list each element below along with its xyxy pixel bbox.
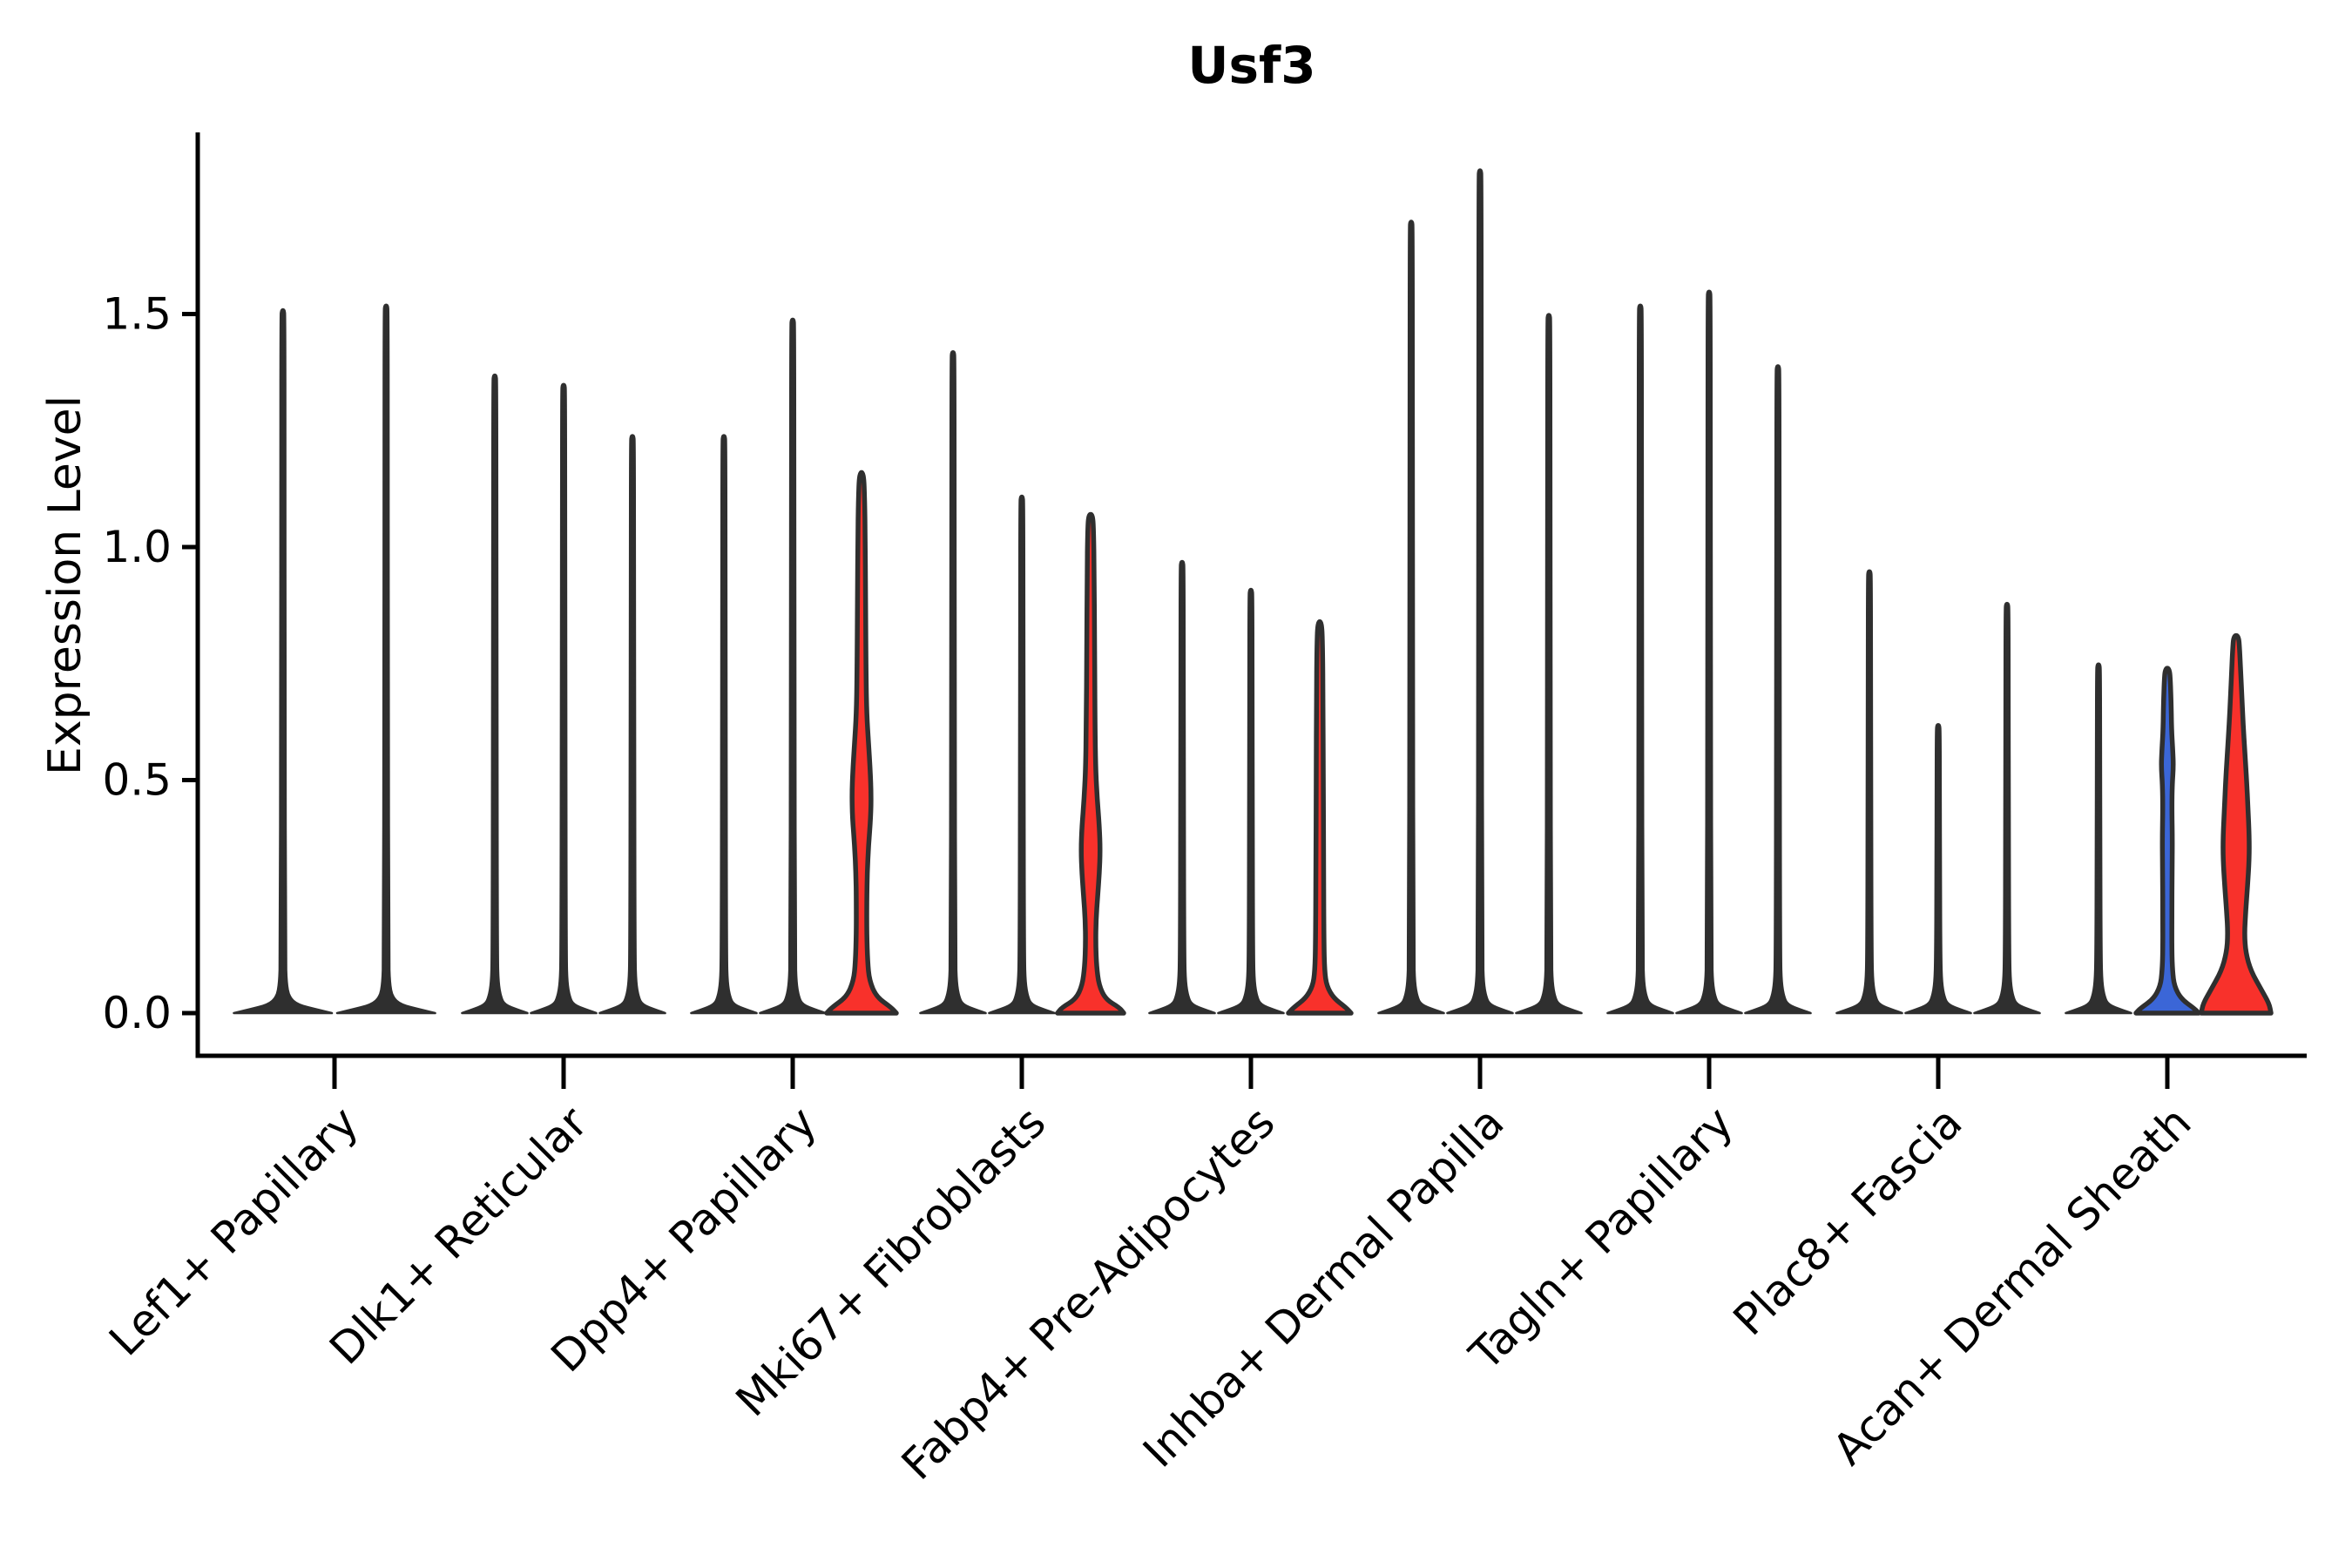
x-tick-label: Lef1+ Papillary — [99, 1097, 368, 1365]
violin-tagln-papillary-1 — [1606, 303, 1674, 1015]
violin-fabp4-pre-adipocytes-1 — [1148, 559, 1216, 1015]
violin-dpp4-papillary-2 — [759, 317, 827, 1015]
violin-plac8-fascia-1 — [1835, 569, 1903, 1015]
violin-inhba-dermal-papilla-1 — [1377, 220, 1445, 1015]
violin-lef1-papillary-2 — [335, 303, 436, 1015]
violin-dpp4-papillary-1 — [690, 434, 758, 1015]
violin-dpp4-papillary-3 — [824, 470, 899, 1016]
violin-mki67-fibroblasts-1 — [919, 350, 987, 1015]
y-tick-label: 1.0 — [102, 522, 172, 572]
violin-inhba-dermal-papilla-2 — [1446, 168, 1514, 1015]
violin-mki67-fibroblasts-2 — [988, 494, 1056, 1015]
violin-dlk1-reticular-1 — [461, 373, 529, 1015]
y-tick-label: 0.0 — [102, 988, 172, 1038]
violin-acan-dermal-sheath-1 — [2065, 662, 2132, 1015]
violin-mki67-fibroblasts-3 — [1055, 511, 1126, 1016]
violin-acan-dermal-sheath-2 — [2133, 666, 2201, 1016]
violin-plac8-fascia-3 — [1973, 601, 2041, 1015]
chart-title: Usf3 — [1187, 36, 1315, 95]
violin-dlk1-reticular-3 — [598, 434, 666, 1015]
violin-lef1-papillary-1 — [233, 308, 334, 1015]
violin-tagln-papillary-2 — [1675, 289, 1743, 1015]
violin-dlk1-reticular-2 — [530, 382, 598, 1015]
y-tick-label: 0.5 — [102, 755, 172, 806]
violin-acan-dermal-sheath-3 — [2199, 632, 2274, 1016]
violin-inhba-dermal-papilla-3 — [1515, 313, 1583, 1015]
violin-fabp4-pre-adipocytes-3 — [1286, 618, 1354, 1016]
axes-layer — [182, 132, 2307, 1089]
violin-plac8-fascia-2 — [1904, 723, 1972, 1015]
violin-tagln-papillary-3 — [1744, 364, 1812, 1015]
y-axis-label: Expression Level — [39, 395, 91, 775]
x-tick-label: Fabp4+ Pre-Adipocytes — [892, 1097, 1285, 1490]
y-tick-label: 1.5 — [102, 289, 172, 340]
x-tick-label: Plac8+ Fascia — [1724, 1097, 1972, 1345]
violins-layer — [233, 168, 2274, 1016]
violin-fabp4-pre-adipocytes-2 — [1217, 587, 1285, 1015]
